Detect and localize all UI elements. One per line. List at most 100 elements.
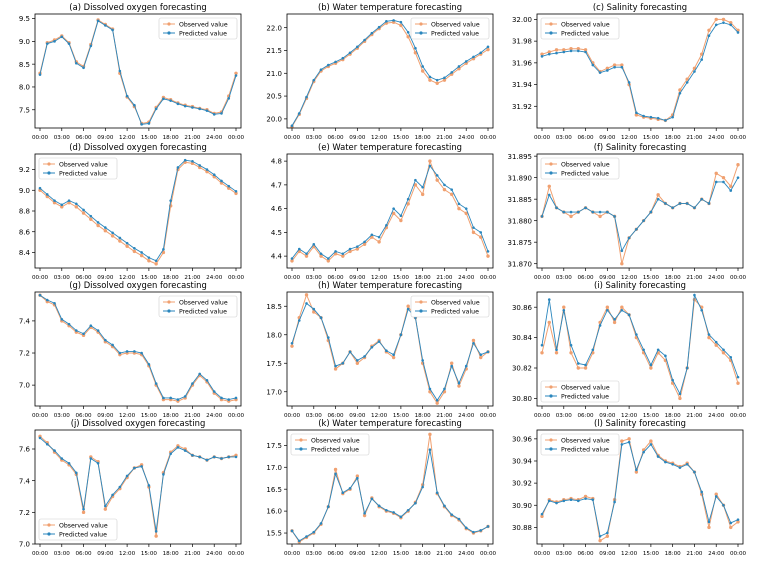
observed-point	[547, 50, 551, 54]
predicted-point	[326, 505, 330, 509]
y-tick-label: 4.6	[271, 205, 283, 213]
predicted-series-line	[39, 294, 237, 401]
x-tick-label: 06:00	[327, 413, 344, 419]
predicted-point	[620, 308, 624, 312]
predicted-point	[104, 226, 107, 229]
x-tick-label: 15:00	[643, 551, 660, 557]
x-tick-label: 06:00	[327, 135, 344, 141]
legend-swatch-marker	[549, 171, 553, 175]
predicted-point	[363, 38, 366, 42]
predicted-point	[348, 350, 352, 354]
x-tick-label: 06:00	[75, 275, 92, 281]
observed-point	[598, 538, 602, 543]
observed-point	[598, 214, 602, 219]
predicted-point	[140, 251, 143, 254]
observed-point	[103, 507, 108, 511]
x-tick-label: 00:00	[534, 275, 551, 281]
predicted-series-line	[39, 437, 236, 532]
chart-title: (a) Dissolved oxygen forecasting	[69, 2, 206, 12]
y-tick-label: 8.8	[19, 208, 30, 216]
x-tick-label: 24:00	[708, 413, 725, 419]
predicted-point	[234, 396, 238, 400]
y-tick-label: 4.5	[271, 229, 282, 237]
chart-title: (c) Salinity forecasting	[593, 2, 687, 12]
legend-swatch-marker	[167, 22, 171, 26]
observed-point	[736, 520, 740, 524]
predicted-point	[576, 362, 580, 365]
predicted-point	[435, 491, 439, 495]
predicted-point	[540, 512, 544, 516]
observed-point	[479, 235, 483, 239]
chart-panel-7: (g) Dissolved oxygen forecasting 7.0 7.2 7.…	[19, 280, 245, 419]
legend-label: Predicted value	[561, 446, 609, 453]
y-tick-label: 20.0	[266, 115, 282, 123]
predicted-point	[678, 91, 682, 95]
predicted-point	[685, 202, 689, 205]
predicted-point	[472, 342, 475, 345]
predicted-point	[421, 485, 424, 489]
observed-point	[96, 223, 100, 228]
predicted-point	[104, 504, 107, 508]
predicted-point	[649, 443, 653, 446]
legend-swatch-marker	[549, 394, 553, 398]
predicted-point	[620, 249, 624, 253]
predicted-point	[183, 395, 187, 398]
predicted-point	[649, 115, 653, 119]
predicted-point	[406, 30, 410, 34]
predicted-point	[584, 50, 587, 54]
predicted-point	[53, 301, 56, 305]
observed-point	[721, 175, 726, 180]
predicted-point	[305, 252, 308, 256]
chart-panel-6: (f) Salinity forecasting 31.870 31.875 31.8…	[508, 142, 747, 281]
observed-point	[154, 262, 158, 266]
x-tick-label: 18:00	[415, 275, 432, 281]
predicted-point	[399, 515, 403, 519]
observed-point	[161, 250, 166, 255]
predicted-point	[162, 97, 165, 101]
predicted-point	[642, 114, 645, 118]
predicted-point	[606, 210, 609, 214]
predicted-point	[89, 324, 93, 328]
predicted-point	[392, 19, 395, 22]
x-tick-label: 09:00	[97, 413, 114, 419]
observed-point	[89, 217, 93, 221]
predicted-point	[169, 396, 172, 400]
predicted-point	[82, 507, 85, 511]
legend-swatch-marker	[549, 438, 553, 442]
observed-point	[729, 184, 733, 188]
x-tick-label: 24:00	[458, 275, 475, 281]
y-tick-label: 9.0	[19, 187, 30, 195]
predicted-point	[685, 81, 689, 84]
predicted-point	[38, 186, 42, 190]
predicted-point	[414, 178, 417, 182]
x-tick-label: 06:00	[75, 413, 92, 419]
observed-point	[678, 88, 682, 92]
x-tick-label: 15:00	[393, 551, 410, 557]
predicted-point	[140, 123, 143, 126]
x-tick-label: 12:00	[371, 135, 388, 141]
predicted-point	[606, 69, 609, 72]
observed-point	[406, 35, 410, 39]
y-tick-label: 30.96	[512, 435, 533, 443]
predicted-point	[555, 206, 558, 210]
x-tick-label: 03:00	[556, 413, 573, 419]
plot-frame	[286, 429, 494, 545]
observed-point	[464, 211, 468, 216]
predicted-point	[399, 214, 403, 218]
predicted-point	[671, 463, 674, 466]
predicted-point	[649, 210, 653, 214]
predicted-point	[133, 350, 136, 353]
y-tick-label: 31.96	[512, 59, 533, 67]
observed-point	[420, 192, 425, 197]
predicted-point	[576, 49, 580, 53]
legend-swatch-marker	[167, 300, 171, 304]
predicted-point	[450, 364, 454, 368]
x-tick-label: 00:00	[730, 551, 747, 557]
y-tick-label: 31.880	[508, 217, 533, 225]
x-tick-label: 03:00	[306, 135, 323, 141]
legend-swatch-marker	[47, 532, 51, 536]
predicted-point	[406, 307, 410, 311]
x-tick-label: 00:00	[284, 551, 301, 557]
legend-label: Predicted value	[179, 30, 227, 37]
observed-point	[52, 201, 57, 205]
